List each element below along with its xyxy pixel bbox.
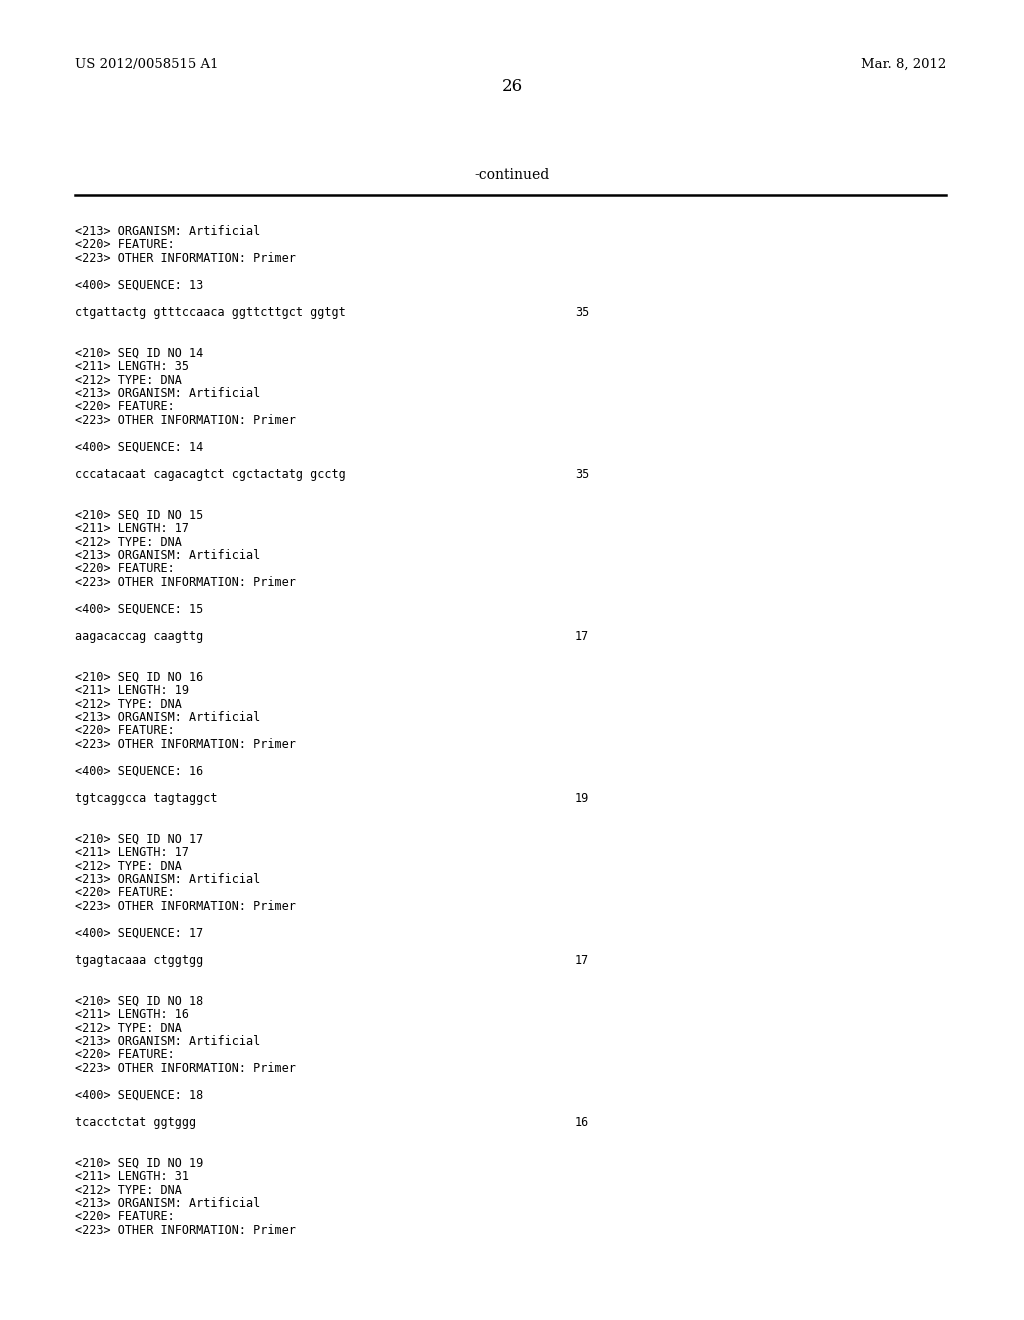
Text: <211> LENGTH: 16: <211> LENGTH: 16 (75, 1008, 189, 1020)
Text: <213> ORGANISM: Artificial: <213> ORGANISM: Artificial (75, 1197, 260, 1210)
Text: ctgattactg gtttccaaca ggttcttgct ggtgt: ctgattactg gtttccaaca ggttcttgct ggtgt (75, 306, 346, 319)
Text: <400> SEQUENCE: 16: <400> SEQUENCE: 16 (75, 766, 203, 777)
Text: <400> SEQUENCE: 18: <400> SEQUENCE: 18 (75, 1089, 203, 1102)
Text: <210> SEQ ID NO 17: <210> SEQ ID NO 17 (75, 833, 203, 846)
Text: <212> TYPE: DNA: <212> TYPE: DNA (75, 536, 182, 549)
Text: <210> SEQ ID NO 15: <210> SEQ ID NO 15 (75, 508, 203, 521)
Text: <212> TYPE: DNA: <212> TYPE: DNA (75, 697, 182, 710)
Text: <223> OTHER INFORMATION: Primer: <223> OTHER INFORMATION: Primer (75, 414, 296, 426)
Text: <212> TYPE: DNA: <212> TYPE: DNA (75, 374, 182, 387)
Text: <223> OTHER INFORMATION: Primer: <223> OTHER INFORMATION: Primer (75, 576, 296, 589)
Text: <210> SEQ ID NO 14: <210> SEQ ID NO 14 (75, 346, 203, 359)
Text: 17: 17 (575, 630, 589, 643)
Text: <400> SEQUENCE: 17: <400> SEQUENCE: 17 (75, 927, 203, 940)
Text: <212> TYPE: DNA: <212> TYPE: DNA (75, 1022, 182, 1035)
Text: <223> OTHER INFORMATION: Primer: <223> OTHER INFORMATION: Primer (75, 1224, 296, 1237)
Text: <211> LENGTH: 17: <211> LENGTH: 17 (75, 846, 189, 859)
Text: <212> TYPE: DNA: <212> TYPE: DNA (75, 859, 182, 873)
Text: tcacctctat ggtggg: tcacctctat ggtggg (75, 1115, 197, 1129)
Text: <210> SEQ ID NO 16: <210> SEQ ID NO 16 (75, 671, 203, 684)
Text: 19: 19 (575, 792, 589, 805)
Text: <220> FEATURE:: <220> FEATURE: (75, 1210, 175, 1224)
Text: <220> FEATURE:: <220> FEATURE: (75, 239, 175, 252)
Text: <211> LENGTH: 19: <211> LENGTH: 19 (75, 684, 189, 697)
Text: <211> LENGTH: 35: <211> LENGTH: 35 (75, 360, 189, 374)
Text: Mar. 8, 2012: Mar. 8, 2012 (861, 58, 946, 71)
Text: <220> FEATURE:: <220> FEATURE: (75, 725, 175, 738)
Text: <220> FEATURE:: <220> FEATURE: (75, 562, 175, 576)
Text: 26: 26 (502, 78, 522, 95)
Text: tgagtacaaa ctggtgg: tgagtacaaa ctggtgg (75, 954, 203, 968)
Text: <223> OTHER INFORMATION: Primer: <223> OTHER INFORMATION: Primer (75, 1063, 296, 1074)
Text: tgtcaggcca tagtaggct: tgtcaggcca tagtaggct (75, 792, 217, 805)
Text: 17: 17 (575, 954, 589, 968)
Text: <400> SEQUENCE: 14: <400> SEQUENCE: 14 (75, 441, 203, 454)
Text: <213> ORGANISM: Artificial: <213> ORGANISM: Artificial (75, 387, 260, 400)
Text: 35: 35 (575, 469, 589, 480)
Text: <220> FEATURE:: <220> FEATURE: (75, 1048, 175, 1061)
Text: <213> ORGANISM: Artificial: <213> ORGANISM: Artificial (75, 873, 260, 886)
Text: <210> SEQ ID NO 19: <210> SEQ ID NO 19 (75, 1156, 203, 1170)
Text: <210> SEQ ID NO 18: <210> SEQ ID NO 18 (75, 994, 203, 1007)
Text: <400> SEQUENCE: 13: <400> SEQUENCE: 13 (75, 279, 203, 292)
Text: <220> FEATURE:: <220> FEATURE: (75, 400, 175, 413)
Text: <223> OTHER INFORMATION: Primer: <223> OTHER INFORMATION: Primer (75, 900, 296, 913)
Text: <213> ORGANISM: Artificial: <213> ORGANISM: Artificial (75, 1035, 260, 1048)
Text: <213> ORGANISM: Artificial: <213> ORGANISM: Artificial (75, 711, 260, 723)
Text: <211> LENGTH: 31: <211> LENGTH: 31 (75, 1170, 189, 1183)
Text: <220> FEATURE:: <220> FEATURE: (75, 887, 175, 899)
Text: 16: 16 (575, 1115, 589, 1129)
Text: <223> OTHER INFORMATION: Primer: <223> OTHER INFORMATION: Primer (75, 738, 296, 751)
Text: cccatacaat cagacagtct cgctactatg gcctg: cccatacaat cagacagtct cgctactatg gcctg (75, 469, 346, 480)
Text: aagacaccag caagttg: aagacaccag caagttg (75, 630, 203, 643)
Text: <400> SEQUENCE: 15: <400> SEQUENCE: 15 (75, 603, 203, 616)
Text: <223> OTHER INFORMATION: Primer: <223> OTHER INFORMATION: Primer (75, 252, 296, 265)
Text: -continued: -continued (474, 168, 550, 182)
Text: <211> LENGTH: 17: <211> LENGTH: 17 (75, 521, 189, 535)
Text: US 2012/0058515 A1: US 2012/0058515 A1 (75, 58, 218, 71)
Text: <212> TYPE: DNA: <212> TYPE: DNA (75, 1184, 182, 1196)
Text: <213> ORGANISM: Artificial: <213> ORGANISM: Artificial (75, 549, 260, 562)
Text: 35: 35 (575, 306, 589, 319)
Text: <213> ORGANISM: Artificial: <213> ORGANISM: Artificial (75, 224, 260, 238)
